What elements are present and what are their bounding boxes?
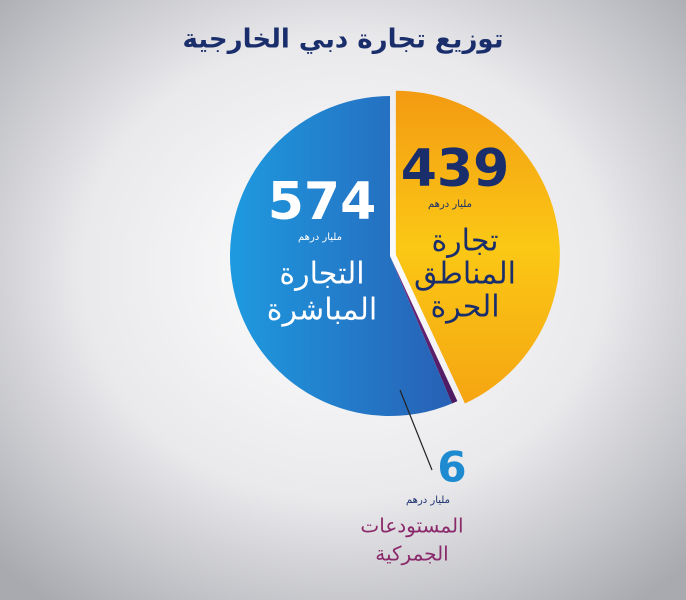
category-label: المناطق (414, 257, 516, 292)
value-label: 6 (437, 443, 466, 492)
category-label: المباشرة (267, 293, 377, 328)
category-label: الجمركية (375, 542, 448, 566)
value-label: 439 (401, 139, 510, 199)
leader-line (399, 389, 433, 471)
pie-slice (229, 96, 452, 416)
category-label: الحرة (430, 290, 499, 325)
pie-slice (395, 90, 560, 404)
unit-label: مليار درهم (428, 199, 472, 210)
category-label: المستودعات (360, 514, 463, 538)
unit-label: مليار درهم (298, 232, 342, 243)
pie-slice (390, 256, 458, 404)
category-label: التجارة (279, 257, 364, 292)
category-label: تجارة (431, 224, 498, 259)
chart-title: توزيع تجارة دبي الخارجية (183, 25, 504, 55)
value-label: 574 (268, 172, 377, 232)
unit-label: مليار درهم (406, 495, 450, 506)
pie (229, 90, 560, 416)
